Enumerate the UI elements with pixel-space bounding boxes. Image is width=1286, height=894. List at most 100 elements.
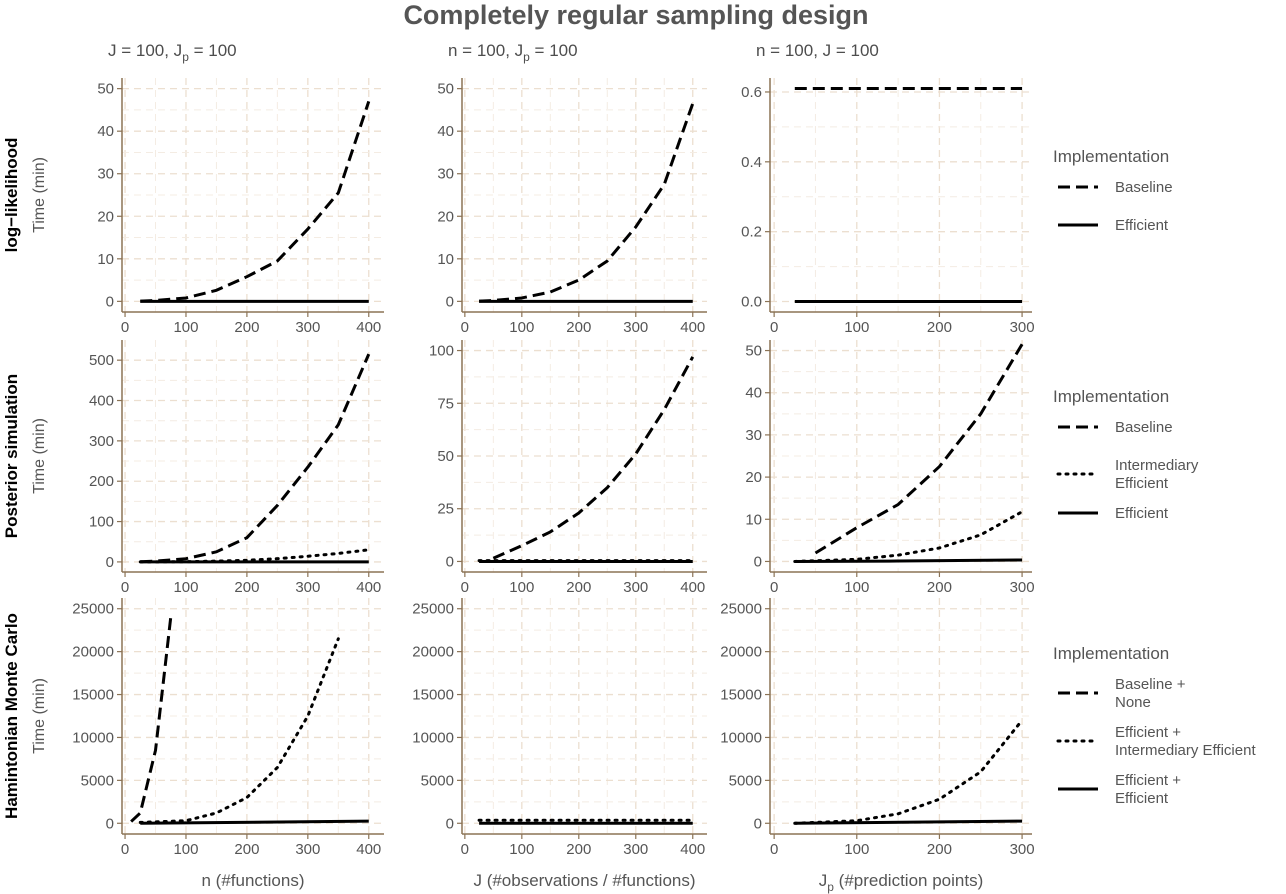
y-tick-label-5: 25000: [72, 601, 114, 618]
row-header-1: Posterior simulation: [2, 374, 21, 538]
y-tick-label-4: 40: [437, 123, 454, 140]
legend-label-0: Baseline: [1115, 179, 1173, 196]
y-tick-label-3: 30: [97, 166, 114, 183]
legends: Implementation Baseline Efficient Implement…: [1053, 147, 1256, 807]
column-headers: J = 100, Jp = 100 n = 100, Jp = 100 n = 10…: [108, 41, 983, 894]
x-axis-label-0: n (#functions): [202, 871, 305, 890]
series-line-dashed: [140, 100, 371, 303]
series-line-solid: [140, 819, 369, 825]
x-tick-label-1: 100: [844, 579, 869, 596]
x-tick-label-4: 400: [680, 319, 705, 336]
x-tick-label-0: 0: [121, 319, 129, 336]
y-tick-label-1: 5000: [729, 772, 762, 789]
y-tick-label-3: 0.6: [741, 84, 762, 101]
y-tick-label-4: 20000: [412, 644, 454, 661]
x-tick-label-3: 300: [623, 579, 648, 596]
y-tick-label-4: 400: [89, 393, 114, 410]
y-tick-label-1: 10: [745, 511, 762, 528]
series-line-solid: [794, 558, 1023, 563]
x-tick-label-1: 100: [173, 579, 198, 596]
panel-r2-c0: 0 100 200 300 400 0 5000 10000 15000 20000 25000: [72, 598, 384, 858]
legend-label-1: Intermediary: [1115, 457, 1199, 474]
x-tick-label-0: 0: [770, 841, 778, 858]
series-line-dashed: [492, 356, 695, 560]
legend-label-0: Baseline +: [1115, 676, 1186, 693]
legend-label-2: Efficient: [1115, 505, 1169, 522]
panel-r1-c1: 0 100 200 300 400 0 25 50 75 100: [429, 340, 707, 596]
x-tick-label-3: 300: [295, 319, 320, 336]
y-tick-label-0: 0.0: [741, 294, 762, 311]
row-header-0: log−likelihood: [2, 138, 21, 253]
x-tick-label-1: 100: [509, 841, 534, 858]
panel-r0-c2: 0 100 200 300 0.0 0.2 0.4 0.6: [741, 78, 1035, 336]
legend-title: Implementation: [1053, 644, 1169, 663]
series-line-dashed: [130, 617, 173, 823]
x-tick-label-3: 300: [1010, 841, 1035, 858]
y-tick-label-3: 15000: [720, 687, 762, 704]
y-tick-label-2: 10000: [412, 729, 454, 746]
x-tick-label-3: 300: [1010, 319, 1035, 336]
panel-r0-c1: 0 100 200 300 400 0 10 20 30 40 50: [437, 78, 707, 336]
y-tick-label-2: 20: [97, 208, 114, 225]
legend-0: Implementation Baseline Efficient: [1053, 147, 1173, 234]
x-tick-label-0: 0: [770, 319, 778, 336]
panel-r1-c0: 0 100 200 300 400 0 100 200 300 400 500: [89, 340, 384, 596]
figure-title: Completely regular sampling design: [403, 0, 868, 30]
x-tick-label-1: 100: [844, 319, 869, 336]
row-header-2: Hamintonian Monte Carlo: [2, 613, 21, 819]
x-tick-label-3: 300: [295, 841, 320, 858]
x-tick-label-2: 200: [234, 319, 259, 336]
panel-r0-c0: 0 100 200 300 400 0 10 20 30 40 50: [97, 78, 384, 336]
y-tick-label-4: 40: [97, 123, 114, 140]
legend-label-0: None: [1115, 694, 1151, 711]
x-axis-label-2: Jp (#prediction points): [819, 871, 984, 894]
y-tick-label-0: 0: [446, 815, 454, 832]
x-tick-label-1: 100: [509, 579, 534, 596]
y-tick-label-0: 0: [106, 815, 114, 832]
legend-label-1: Efficient: [1115, 475, 1169, 492]
y-tick-label-3: 15000: [72, 687, 114, 704]
y-tick-label-2: 20: [437, 208, 454, 225]
y-tick-label-2: 10000: [720, 729, 762, 746]
series-line-dotted: [138, 637, 340, 824]
x-tick-label-4: 400: [680, 841, 705, 858]
x-tick-label-0: 0: [770, 579, 778, 596]
x-tick-label-0: 0: [121, 841, 129, 858]
y-tick-label-4: 20000: [720, 644, 762, 661]
y-tick-label-2: 200: [89, 473, 114, 490]
legend-label-0: Baseline: [1115, 419, 1173, 436]
y-tick-label-5: 50: [437, 81, 454, 98]
y-axis-label-1: Time (min): [31, 418, 48, 494]
x-tick-label-2: 200: [927, 841, 952, 858]
y-axis-label-2: Time (min): [31, 678, 48, 754]
series-line-dashed: [479, 103, 695, 303]
y-tick-label-3: 30: [437, 166, 454, 183]
x-tick-label-2: 200: [927, 579, 952, 596]
panel-r1-c2: 0 100 200 300 0 10 20 30 40 50: [745, 340, 1035, 596]
y-tick-label-0: 0: [106, 293, 114, 310]
x-tick-label-0: 0: [461, 579, 469, 596]
y-tick-label-0: 0: [754, 553, 762, 570]
column-header-0: J = 100, Jp = 100: [108, 41, 237, 64]
y-tick-label-4: 40: [745, 385, 762, 402]
legend-title: Implementation: [1053, 147, 1169, 166]
y-tick-label-5: 25000: [412, 601, 454, 618]
x-tick-label-1: 100: [844, 841, 869, 858]
y-tick-label-2: 50: [437, 448, 454, 465]
series-line-dotted: [793, 718, 1024, 825]
x-tick-label-0: 0: [461, 319, 469, 336]
x-tick-label-2: 200: [566, 319, 591, 336]
series-line-dashed: [814, 343, 1024, 555]
x-axis-label-1: J (#observations / #functions): [473, 871, 695, 890]
series-line-dotted: [138, 548, 371, 564]
y-tick-label-1: 25: [437, 501, 454, 518]
x-tick-label-3: 300: [1010, 579, 1035, 596]
x-tick-label-4: 400: [356, 319, 381, 336]
y-tick-label-1: 100: [89, 514, 114, 531]
legend-title: Implementation: [1053, 387, 1169, 406]
y-tick-label-1: 10: [97, 251, 114, 268]
x-tick-label-4: 400: [356, 579, 381, 596]
